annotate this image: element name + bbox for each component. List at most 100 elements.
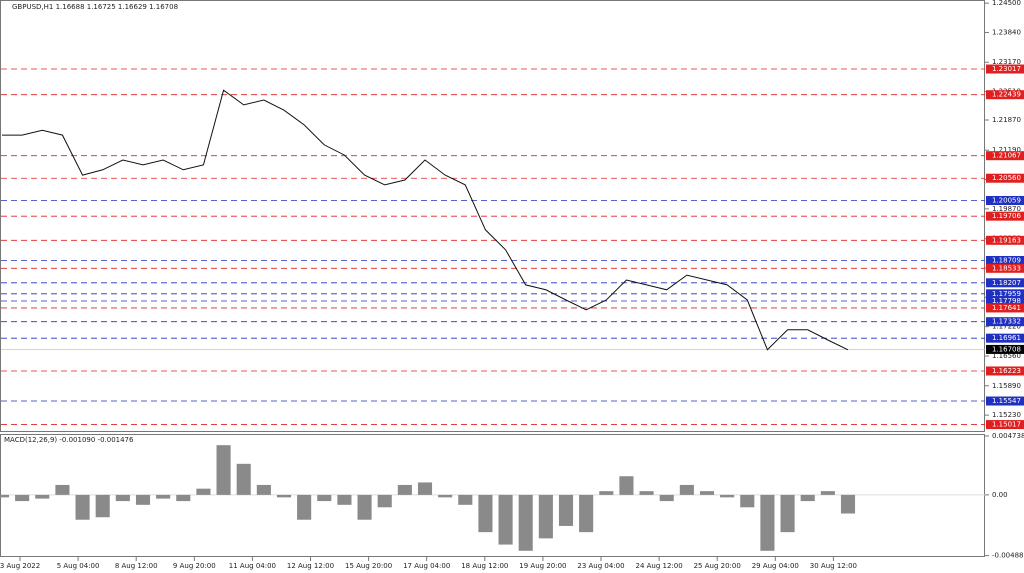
level-label: 1.21067	[992, 152, 1021, 160]
macd-bar	[518, 494, 533, 551]
level-tag	[986, 420, 1024, 430]
level-label: 1.16223	[992, 367, 1021, 375]
macd-bar	[579, 494, 594, 533]
macd-bar	[317, 494, 332, 502]
macd-bar	[176, 494, 191, 502]
macd-bar	[820, 491, 835, 495]
y-tick-label: 0.00	[992, 491, 1008, 499]
macd-bar	[699, 491, 715, 495]
level-tag	[986, 289, 1024, 299]
level-tag	[986, 173, 1024, 183]
y-tick-label: 1.21190	[992, 146, 1021, 154]
macd-bar	[438, 494, 453, 498]
x-tick-label: 25 Aug 20:00	[694, 562, 741, 570]
level-label: 1.22439	[992, 91, 1021, 99]
x-tick-label: 5 Aug 04:00	[57, 562, 100, 570]
macd-bar	[337, 494, 352, 505]
y-tick-label: 1.16560	[992, 352, 1021, 360]
y-tick-label: 1.21870	[992, 116, 1021, 124]
macd-bar	[236, 463, 251, 495]
x-tick-label: 15 Aug 20:00	[345, 562, 392, 570]
macd-bar	[216, 445, 231, 495]
level-label: 1.15017	[992, 421, 1021, 429]
macd-bar	[55, 484, 70, 495]
level-tag	[986, 151, 1024, 161]
level-tag	[986, 195, 1024, 205]
level-tag	[986, 317, 1024, 327]
x-tick-label: 30 Aug 12:00	[810, 562, 857, 570]
y-tick-label: 1.23840	[992, 28, 1021, 36]
y-tick-label: 1.15890	[992, 382, 1021, 390]
level-label: 1.17798	[992, 297, 1021, 305]
level-label: 1.18709	[992, 256, 1021, 264]
y-tick-label: -0.004889	[992, 552, 1024, 560]
x-tick-label: 19 Aug 20:00	[519, 562, 566, 570]
macd-bar	[740, 494, 755, 508]
level-label: 1.17332	[992, 318, 1021, 326]
y-tick-label: 1.17220	[992, 323, 1021, 331]
x-tick-label: 24 Aug 12:00	[635, 562, 682, 570]
level-tag	[986, 366, 1024, 376]
level-tag	[986, 263, 1024, 273]
y-tick-label: 1.23170	[992, 58, 1021, 66]
macd-bar	[35, 494, 50, 499]
level-tag	[986, 296, 1024, 306]
macd-bar	[619, 476, 634, 495]
x-tick-label: 8 Aug 12:00	[115, 562, 158, 570]
x-tick-label: 12 Aug 12:00	[287, 562, 334, 570]
price-line	[2, 89, 849, 351]
level-label: 1.20560	[992, 174, 1021, 182]
level-tag	[986, 333, 1024, 343]
x-tick-label: 3 Aug 2022	[0, 562, 40, 570]
macd-bar	[115, 494, 130, 502]
macd-bar	[558, 494, 574, 526]
level-label: 1.19163	[992, 236, 1021, 244]
macd-bar	[720, 494, 735, 498]
level-label: 1.18533	[992, 264, 1021, 272]
macd-bar	[840, 494, 856, 514]
macd-bar	[256, 484, 271, 495]
level-tag	[986, 90, 1024, 100]
macd-bar	[377, 494, 392, 508]
level-label: 1.16961	[992, 334, 1021, 342]
macd-title: MACD(12,26,9) -0.001090 -0.001476	[4, 436, 134, 444]
macd-bar	[478, 494, 493, 533]
level-tag	[986, 303, 1024, 313]
macd-bar	[760, 494, 775, 551]
level-label: 1.17641	[992, 304, 1021, 312]
macd-bar	[458, 494, 473, 505]
macd-bar	[135, 494, 151, 505]
level-label: 1.23017	[992, 65, 1021, 73]
level-tag	[986, 255, 1024, 265]
level-label: 1.18207	[992, 279, 1021, 287]
last-tag	[986, 344, 1024, 354]
x-tick-label: 11 Aug 04:00	[229, 562, 276, 570]
macd-bar	[95, 494, 110, 518]
macd-bar	[659, 494, 674, 502]
macd-bar	[0, 494, 10, 498]
macd-bar	[780, 494, 795, 533]
macd-bar	[15, 494, 30, 502]
macd-bar	[538, 494, 553, 539]
macd-bar	[397, 484, 412, 495]
macd-bar	[679, 484, 694, 495]
level-tag	[986, 278, 1024, 288]
macd-bar	[417, 482, 433, 495]
level-label: 1.20059	[992, 196, 1021, 204]
level-label: 1.19706	[992, 212, 1021, 220]
y-tick-label: 0.004738	[992, 432, 1024, 440]
macd-bar	[156, 494, 171, 499]
y-tick-label: 1.24500	[992, 0, 1021, 7]
macd-bar	[800, 494, 815, 502]
macd-bar	[276, 494, 292, 498]
level-tag	[986, 396, 1024, 406]
y-tick-label: 1.15230	[992, 411, 1021, 419]
level-tag	[986, 235, 1024, 245]
last-label: 1.16708	[992, 345, 1021, 353]
level-tag	[986, 64, 1024, 74]
level-label: 1.15547	[992, 397, 1021, 405]
x-tick-label: 29 Aug 04:00	[752, 562, 799, 570]
level-tag	[986, 211, 1024, 221]
x-tick-label: 23 Aug 04:00	[577, 562, 624, 570]
